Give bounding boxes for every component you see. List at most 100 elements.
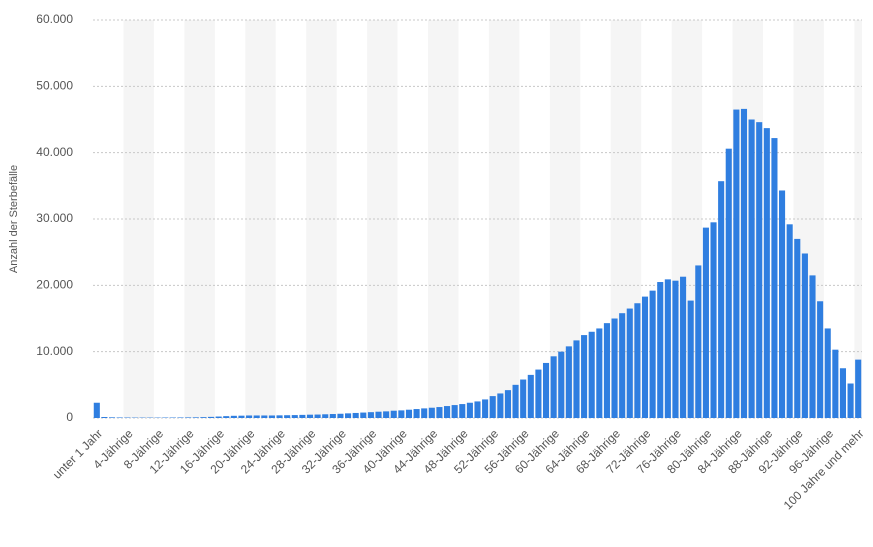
bar	[832, 349, 839, 418]
bar	[306, 414, 314, 418]
bar	[535, 369, 542, 418]
bar	[443, 406, 451, 418]
bar	[634, 303, 641, 418]
bar	[565, 346, 572, 418]
bar	[756, 122, 763, 419]
bar	[718, 181, 725, 418]
bar	[345, 413, 352, 418]
bar	[200, 417, 207, 418]
bar	[421, 408, 428, 418]
y-tick-label: 40.000	[36, 145, 73, 159]
y-tick-label: 60.000	[36, 12, 73, 26]
bar	[649, 290, 656, 418]
bar	[367, 412, 374, 418]
bar	[276, 415, 283, 418]
bar	[101, 417, 108, 418]
bar	[542, 362, 550, 418]
bar	[855, 359, 862, 418]
bar	[489, 396, 496, 418]
bar	[786, 224, 793, 418]
bar	[185, 417, 192, 418]
bar	[680, 276, 687, 418]
bar	[299, 414, 306, 418]
bar	[596, 328, 603, 418]
bar	[588, 331, 595, 418]
y-tick-label: 10.000	[36, 344, 73, 358]
bar	[405, 409, 413, 418]
bar	[329, 414, 336, 418]
bar	[116, 417, 123, 418]
bar	[466, 402, 473, 418]
bar	[253, 415, 260, 418]
bar	[398, 410, 405, 418]
bar	[360, 412, 367, 418]
bar	[558, 351, 565, 418]
bar	[504, 390, 512, 418]
bar	[847, 383, 854, 418]
bar	[261, 415, 268, 418]
bar	[390, 410, 397, 418]
y-tick-label: 30.000	[36, 211, 73, 225]
y-tick-label: 50.000	[36, 79, 73, 93]
bar	[664, 279, 671, 418]
bar	[733, 109, 740, 419]
bar	[108, 417, 116, 418]
bar	[230, 415, 237, 418]
y-tick-label: 20.000	[36, 278, 73, 292]
bar	[314, 414, 321, 418]
bar	[702, 227, 709, 418]
bar	[93, 402, 100, 418]
bar	[428, 407, 435, 418]
bar	[779, 190, 786, 418]
bar	[451, 405, 458, 418]
bar	[611, 318, 618, 418]
bar	[763, 128, 770, 418]
bar	[748, 119, 755, 418]
bar	[246, 415, 253, 418]
bar	[725, 148, 732, 419]
bar	[520, 379, 527, 418]
bar	[436, 407, 443, 418]
bar	[687, 300, 694, 418]
bar	[824, 328, 831, 418]
bar	[284, 415, 291, 418]
bar	[657, 282, 664, 418]
bar	[223, 416, 230, 418]
bar	[352, 412, 359, 418]
bar	[413, 409, 420, 418]
bar	[383, 411, 390, 418]
bar	[695, 265, 702, 418]
bar	[740, 108, 748, 419]
bar	[550, 356, 557, 418]
bar	[801, 253, 808, 418]
bar	[512, 384, 519, 418]
bar	[527, 374, 534, 418]
bar	[291, 415, 298, 418]
bar	[238, 415, 245, 418]
bar	[817, 301, 824, 418]
bar	[322, 414, 329, 418]
bar	[573, 340, 580, 418]
bar	[215, 416, 222, 418]
bar	[497, 393, 504, 418]
bar	[809, 275, 816, 418]
bar	[603, 323, 610, 418]
bar	[771, 138, 778, 418]
y-axis-label: Anzahl der Sterbefälle	[8, 165, 20, 273]
bar	[375, 411, 382, 418]
bar	[474, 401, 481, 418]
bar	[581, 335, 588, 418]
bar	[794, 238, 801, 418]
bar	[337, 413, 344, 418]
bar	[482, 399, 489, 418]
bar	[192, 417, 199, 418]
bar	[641, 296, 649, 418]
bar	[626, 308, 633, 418]
bar	[839, 368, 847, 418]
bar	[619, 313, 626, 418]
bar	[177, 417, 184, 418]
bar	[710, 222, 717, 418]
y-tick-label: 0	[66, 410, 73, 424]
bar	[672, 280, 679, 418]
